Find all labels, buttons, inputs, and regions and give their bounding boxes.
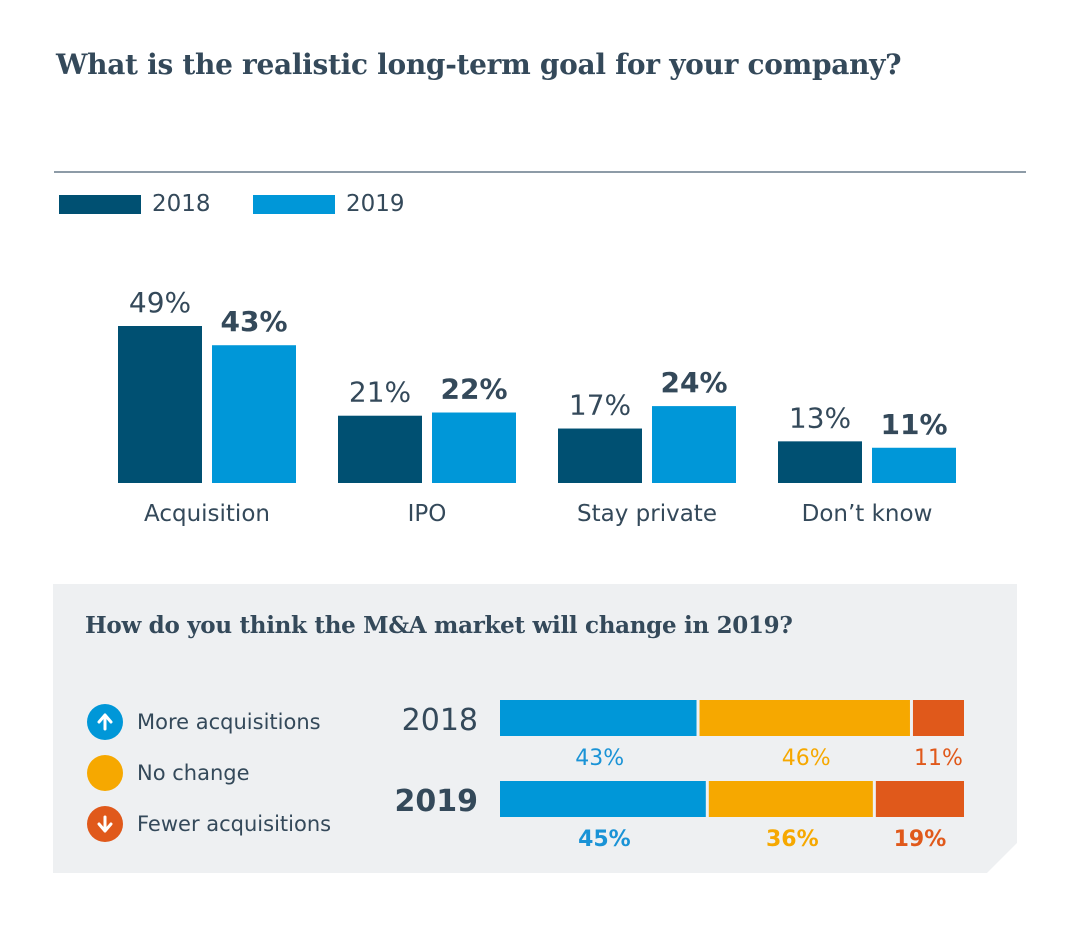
legend-label-2019: 2019 [346,191,405,217]
category-label: Don’t know [802,501,933,527]
ma-legend-more: More acquisitions [87,696,331,747]
ma-legend-label: Fewer acquisitions [137,811,332,836]
bar-2019-3 [872,447,956,483]
ma-panel-title: How do you think the M&A market will cha… [85,612,793,639]
bar-value-label: 21% [349,376,411,409]
bar-2018-3 [778,441,862,483]
legend-swatch-2018 [59,194,141,214]
legend-item-2018: 2018 [59,190,211,218]
category-label: IPO [408,501,447,527]
bar-2019-1 [432,412,516,483]
bar-2018-0 [118,326,202,483]
circle-icon [87,754,123,791]
bar-2019-0 [212,345,296,483]
arrow-down-icon [87,805,123,842]
bar-value-label: 24% [660,366,727,399]
bar-2018-2 [558,428,642,483]
ma-panel: How do you think the M&A market will cha… [53,584,1017,873]
category-label: Stay private [577,501,717,527]
ma-legend-label: No change [137,760,250,785]
bar-value-label: 11% [880,408,947,441]
ma-legend: More acquisitions No change Fewer acquis… [87,696,331,849]
arrow-up-icon [87,703,123,740]
bar-value-label: 49% [129,286,191,319]
goal-bar-chart: 49% 43% Acquisition 21% 22% IPO 17% 24% Stay pri… [118,286,956,527]
chart-title: What is the realistic long-term goal for… [56,48,902,81]
bar-value-label: 22% [440,373,507,406]
legend-label-2018: 2018 [152,191,211,217]
ma-legend-label: More acquisitions [137,709,321,734]
panel-corner-cut [987,843,1017,873]
bar-value-label: 17% [569,389,631,422]
legend-item-2019: 2019 [253,190,405,218]
bar-2018-1 [338,415,422,483]
bar-value-label: 13% [789,401,851,434]
category-label: Acquisition [144,501,270,527]
ma-legend-nochange: No change [87,747,331,798]
bar-2019-2 [652,406,736,483]
legend-swatch-2019 [253,194,335,214]
ma-legend-fewer: Fewer acquisitions [87,798,331,849]
bar-value-label: 43% [220,305,287,338]
title-divider [54,171,1026,173]
